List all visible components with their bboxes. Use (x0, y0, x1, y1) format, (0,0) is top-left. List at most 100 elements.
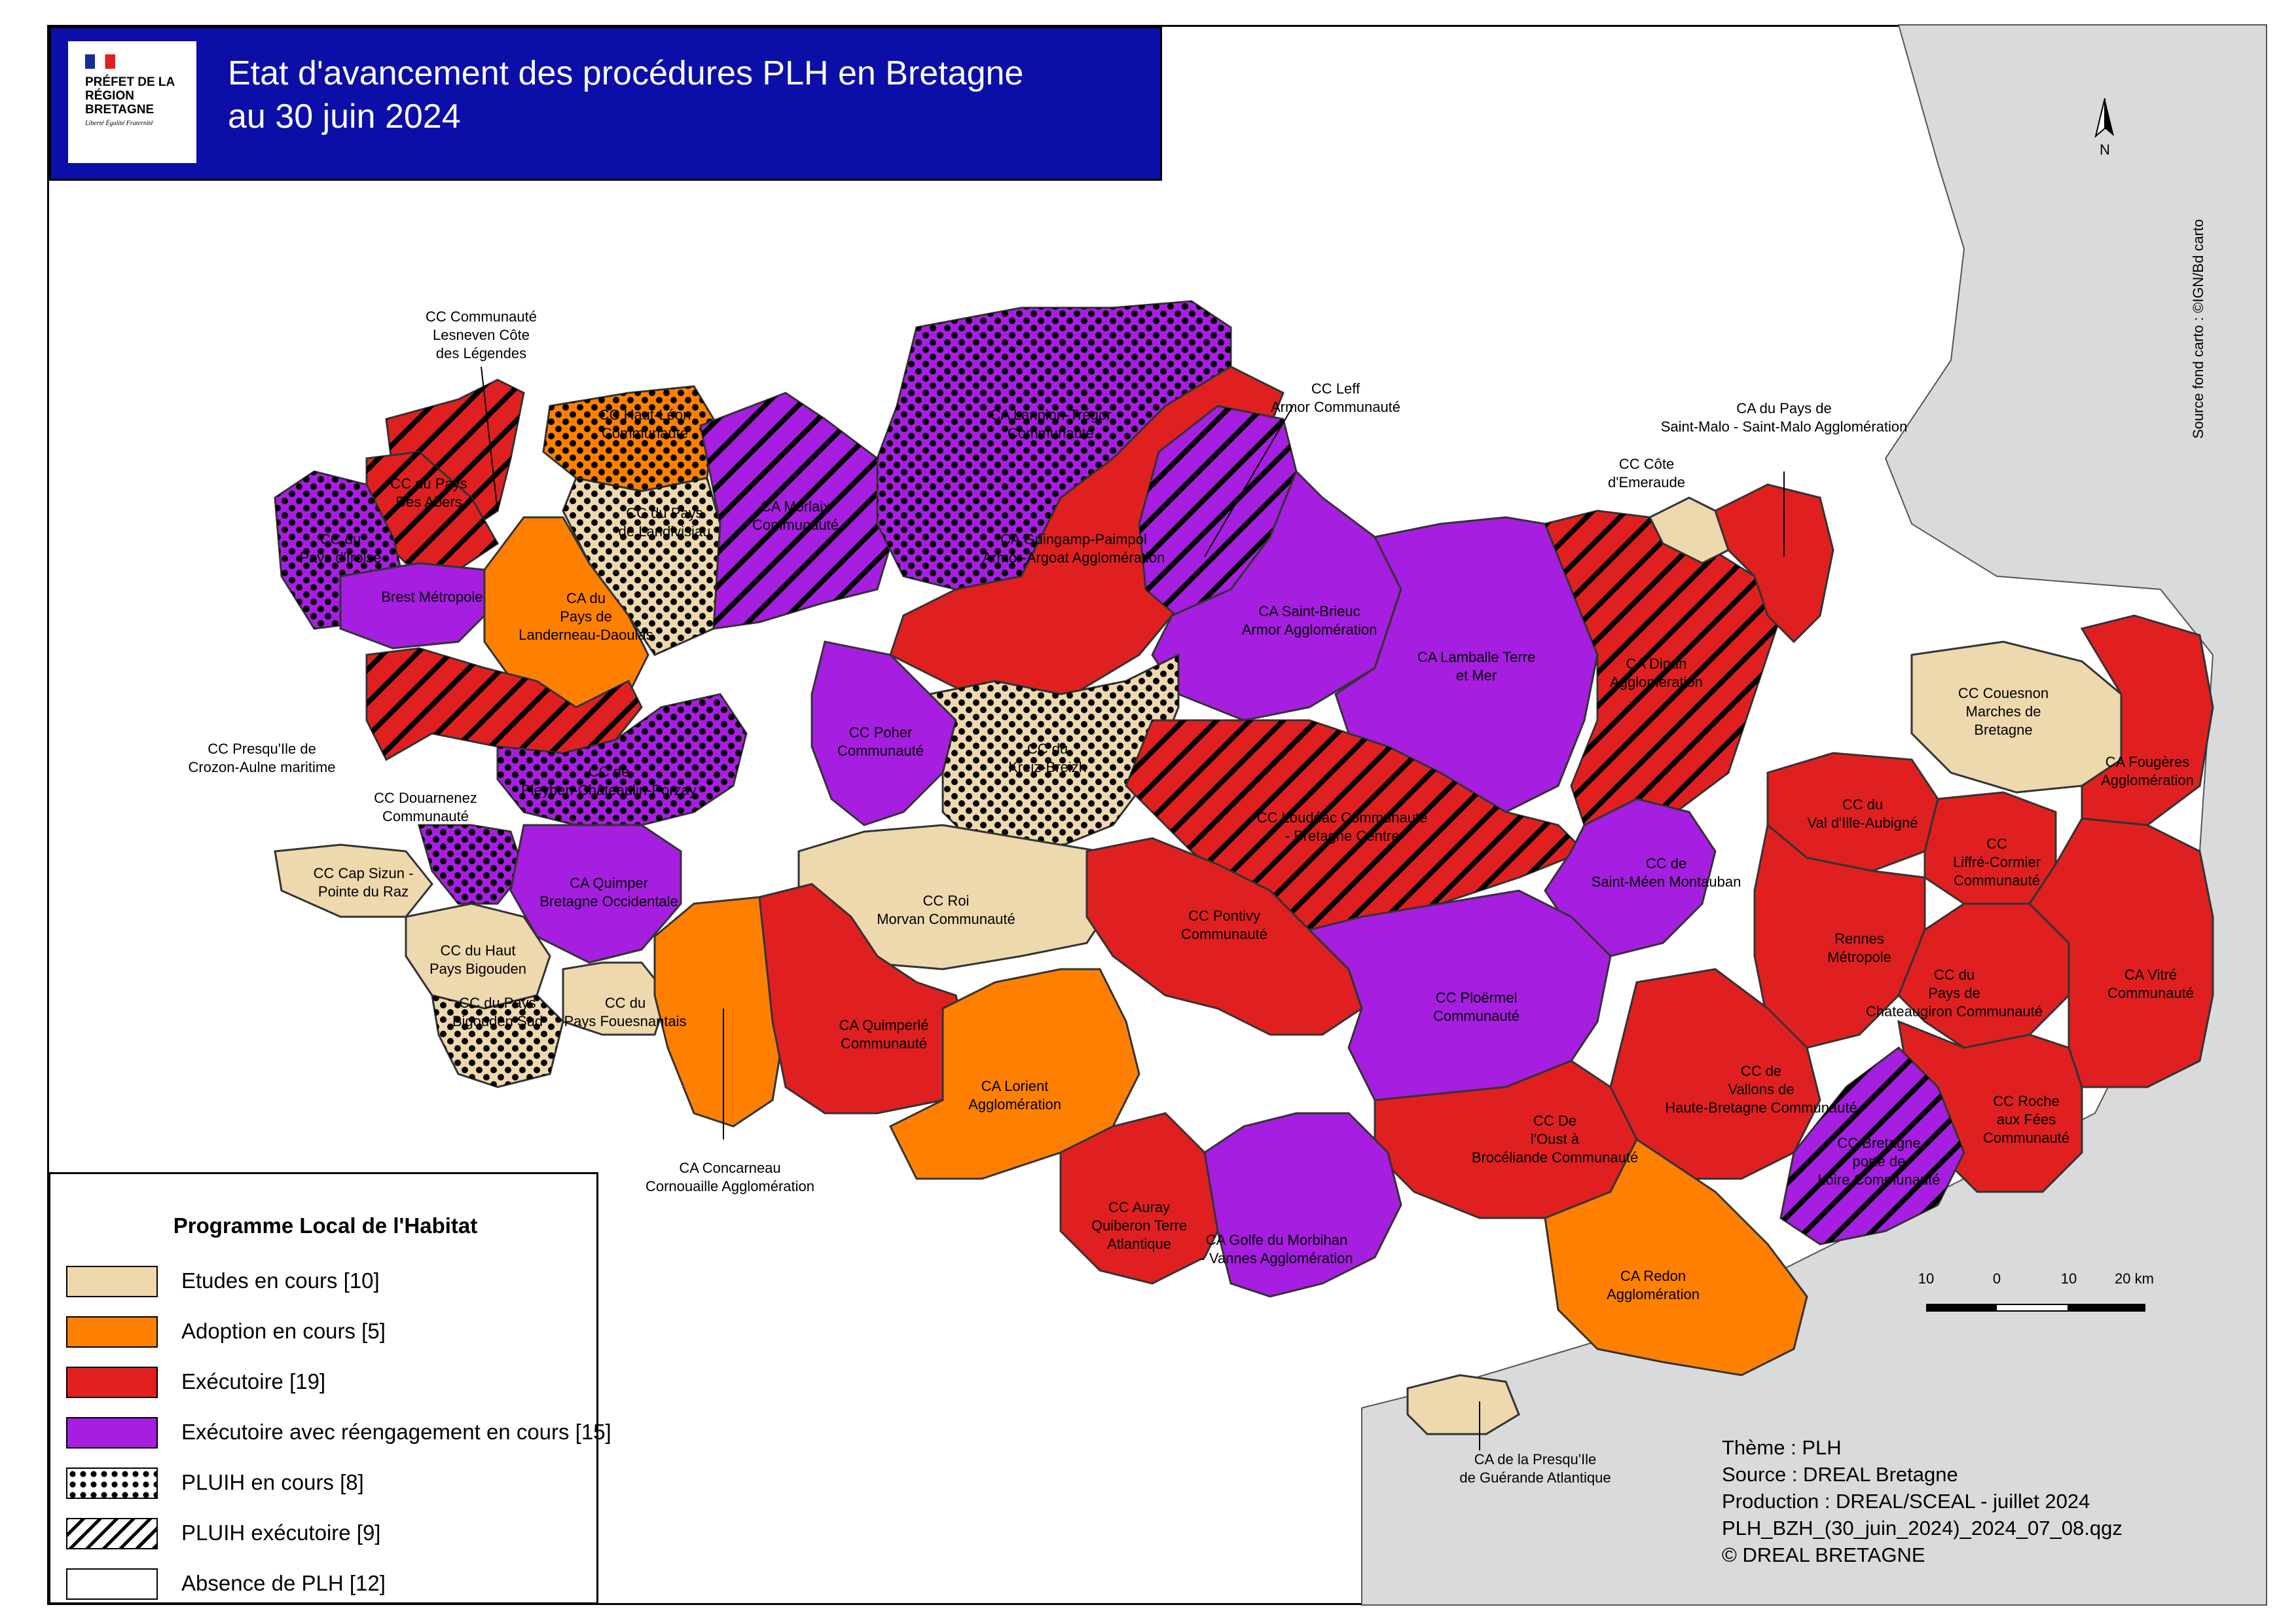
label-rennes: Rennes Métropole (1827, 931, 1891, 965)
territory-morlaix-pattern (701, 393, 897, 629)
scale-label-3: 20 km (2115, 1270, 2154, 1287)
legend-swatch (66, 1266, 158, 1297)
legend-label: PLUIH en cours [8] (181, 1470, 364, 1494)
legend-swatch (66, 1367, 158, 1398)
territory-pleyben-pattern (498, 694, 746, 825)
territory-crozon-pattern (367, 648, 642, 760)
legend-label: Absence de PLH [12] (181, 1571, 386, 1595)
prefecture-logo: PRÉFET DE LA RÉGION BRETAGNE Liberté Éga… (68, 41, 196, 163)
territory-golfe (1203, 1112, 1402, 1298)
label-leff: CC Leff Armor Communauté (1270, 380, 1401, 415)
label-fouesnant: CC du Pays Fouesnantais (564, 995, 687, 1029)
north-arrow-icon: N (2094, 98, 2114, 157)
label-val-ille: CC du Val d'Ille-Aubigné (1807, 796, 1918, 831)
label-roi-morvan: CC Roi Morvan Communauté (877, 893, 1015, 927)
label-dinan: CA Dinan Agglomération (1610, 655, 1703, 690)
territory-cap-sizun (274, 843, 433, 918)
legend-title: Programme Local de l'Habitat (173, 1213, 478, 1238)
legend-swatch (66, 1518, 158, 1549)
territory-lannion-pattern (877, 301, 1231, 589)
territory-poher (811, 640, 957, 826)
label-pontivy: CC Pontivy Communauté (1180, 908, 1268, 942)
territory-haut-leon-pattern (543, 386, 714, 491)
label-chateaugiron: CC du Pays de Chateaugiron Communauté (1865, 967, 2043, 1020)
label-iroise: CC du Pays d'Iroise (299, 531, 382, 566)
north-label: N (2100, 141, 2110, 157)
label-ploermel: CC Ploërmel Communauté (1432, 989, 1520, 1024)
meta-production: Production : DREAL/SCEAL - juillet 2024 (1722, 1490, 2090, 1513)
label-cap-sizun: CC Cap Sizun - Pointe du Raz (313, 865, 414, 900)
label-crozon: CC Presqu'Ile de Crozon-Aulne maritime (188, 741, 336, 775)
label-douarnenez: CC Douarnenez Communauté (374, 790, 477, 824)
territory-st-meen (1544, 798, 1717, 957)
meta-theme: Thème : PLH (1722, 1436, 1842, 1459)
label-redon: CA Redon Agglomération (1607, 1268, 1700, 1302)
label-lannion: CA Lannion-Trégor Communauté (990, 407, 1112, 441)
territory-guerande (1406, 1374, 1520, 1435)
scale-label-2: 10 (2061, 1270, 2077, 1287)
label-couesnon: CC Couesnon Marches de Bretagne (1958, 685, 2049, 738)
label-brest: Brest Métropole (381, 589, 483, 605)
logo-text: PRÉFET DE LA RÉGION BRETAGNE (85, 75, 175, 117)
basemap-source: Source fond carto : ©IGN/Bd carto (2190, 219, 2206, 439)
meta-file: PLH_BZH_(30_juin_2024)_2024_07_08.qgz (1722, 1517, 2123, 1540)
territory-concarneau (653, 896, 787, 1128)
label-bretagne-loire: CC Bretagne porte de Loire Communauté (1817, 1135, 1941, 1188)
label-emeraude: CC Côte d'Emeraude (1608, 456, 1685, 490)
label-haut-bigouden: CC du Haut Pays Bigouden (429, 942, 526, 977)
legend-label: Adoption en cours [5] (181, 1319, 386, 1343)
territory-st-malo (1714, 483, 1834, 644)
legend-swatch (66, 1417, 158, 1449)
legend-swatch (66, 1316, 158, 1348)
label-concarneau: CA Concarneau Cornouaille Agglomération (645, 1160, 815, 1194)
map-title: Etat d'avancement des procédures PLH en … (228, 52, 1023, 138)
scale-bar: 10 0 10 20 km (1918, 1270, 2154, 1312)
meta-source: Source : DREAL Bretagne (1722, 1463, 1958, 1486)
territory-bretagne-loire-pattern (1781, 1048, 1964, 1244)
label-vitre: CA Vitré Communauté (2107, 967, 2195, 1001)
territory-kreiz-pattern (930, 655, 1178, 851)
flag-icon (85, 54, 115, 69)
label-roche-fees: CC Roche aux Fées Communauté (1982, 1093, 2070, 1146)
label-guingamp: CA Guingamp-Paimpol Armor-Argoat Agglomér… (982, 531, 1165, 566)
map-title-line2: au 30 juin 2024 (228, 98, 461, 136)
legend-swatch (66, 1568, 158, 1600)
label-guerande: CA de la Presqu'Ile de Guérande Atlantiqu… (1459, 1451, 1611, 1486)
label-loudeac: CC Loudéac Communauté - Bretagne Centre (1256, 809, 1428, 844)
territory-pontivy (1085, 837, 1363, 1036)
territory-chateaugiron (1897, 902, 2070, 1049)
scale-label-0: 10 (1918, 1270, 1934, 1287)
territory-brest (339, 562, 499, 650)
label-vallons: CC de Vallons de Haute-Bretagne Communauté (1665, 1063, 1857, 1116)
label-quimper: CA Quimper Bretagne Occidentale (539, 875, 678, 910)
legend-label: Exécutoire [19] (181, 1369, 326, 1393)
label-morlaix: CA Morlaix Communauté (752, 498, 839, 533)
territory-leff-pattern (1139, 406, 1296, 629)
label-lorient: CA Lorient Agglomération (968, 1078, 1061, 1113)
territory-douarnenez-pattern (419, 825, 524, 904)
territory-loudeac-pattern (1126, 720, 1584, 969)
label-fougeres: CA Fougères Agglomération (2101, 754, 2194, 788)
leader-lines (481, 366, 1785, 1450)
label-landerneau: CA du Pays de Landerneau-Daoulas (519, 590, 653, 643)
title-banner: PRÉFET DE LA RÉGION BRETAGNE Liberté Éga… (49, 26, 1162, 181)
label-lesneven: CC Communauté Lesneven Côte des Légendes (426, 308, 537, 361)
scale-label-1: 0 (1993, 1270, 2001, 1287)
territory-landivisiau-pattern (563, 478, 720, 655)
label-lamballe: CA Lamballe Terre et Mer (1417, 649, 1536, 684)
territory-abers-pattern (367, 452, 498, 570)
label-landivisiau: CC du Pays de Landivisiau (618, 505, 711, 540)
label-liffre: CC Liffré-Cormier Communauté (1952, 836, 2041, 889)
label-kreiz: CC du Kreiz-Breizh (1008, 741, 1087, 775)
legend-label: Etudes en cours [10] (181, 1268, 380, 1293)
territory-bigouden-sud-pattern (432, 995, 563, 1087)
territory-quimper (509, 824, 682, 964)
territory-landerneau (483, 516, 649, 709)
label-haut-leon: CC Haut-Léon Communauté (598, 407, 691, 441)
label-poher: CC Poher Communauté (837, 724, 924, 759)
legend: Programme Local de l'Habitat Etudes en c… (48, 1172, 611, 1604)
label-st-malo: CA du Pays de Saint-Malo - Saint-Malo Agg… (1660, 400, 1908, 435)
label-pleyben: CC de Pleyben-Châteaulin-Porzay (521, 764, 697, 798)
territory-redon (1544, 1137, 1808, 1376)
